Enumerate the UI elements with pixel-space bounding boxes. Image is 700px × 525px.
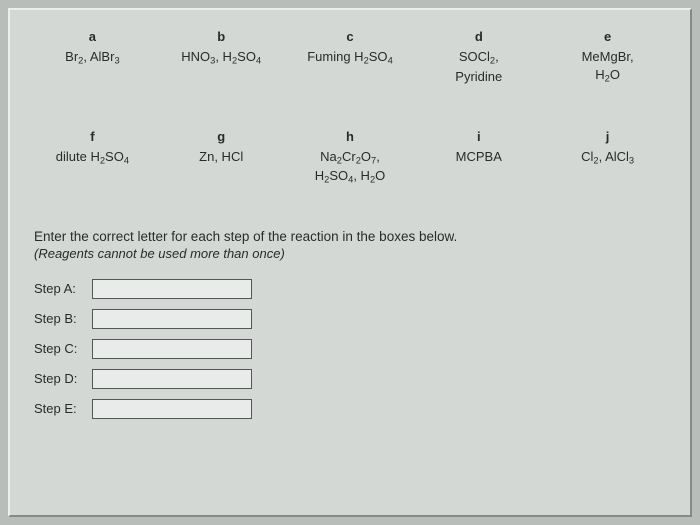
reagent-letter: d: [420, 28, 537, 46]
reagent-letter: j: [549, 128, 666, 146]
reagent-h: h Na2Cr2O7,H2SO4, H2O: [292, 128, 409, 187]
reagent-f: f dilute H2SO4: [34, 128, 151, 187]
step-label: Step B:: [34, 311, 92, 326]
step-a-input[interactable]: [92, 279, 252, 299]
question-panel: a Br2, AlBr3 b HNO3, H2SO4 c Fuming H2SO…: [8, 8, 692, 517]
step-c-input[interactable]: [92, 339, 252, 359]
reagent-j: j Cl2, AlCl3: [549, 128, 666, 187]
step-label: Step A:: [34, 281, 92, 296]
step-label: Step E:: [34, 401, 92, 416]
reagent-formula: MeMgBr,H2O: [582, 49, 634, 82]
reagent-a: a Br2, AlBr3: [34, 28, 151, 86]
reagent-formula: Na2Cr2O7,H2SO4, H2O: [315, 149, 386, 183]
reagent-letter: b: [163, 28, 280, 46]
step-d-input[interactable]: [92, 369, 252, 389]
reagent-e: e MeMgBr,H2O: [549, 28, 666, 86]
step-label: Step D:: [34, 371, 92, 386]
reagent-formula: Br2, AlBr3: [65, 49, 119, 64]
reagent-formula: dilute H2SO4: [56, 149, 129, 164]
step-row-c: Step C:: [34, 339, 666, 359]
reagent-letter: f: [34, 128, 151, 146]
reagent-formula: Zn, HCl: [199, 149, 243, 164]
step-row-b: Step B:: [34, 309, 666, 329]
reagent-d: d SOCl2,Pyridine: [420, 28, 537, 86]
reagent-letter: g: [163, 128, 280, 146]
reagent-grid-row2: f dilute H2SO4 g Zn, HCl h Na2Cr2O7,H2SO…: [34, 128, 666, 187]
reagent-g: g Zn, HCl: [163, 128, 280, 187]
reagent-formula: SOCl2,Pyridine: [455, 49, 502, 83]
question-line2: (Reagents cannot be used more than once): [34, 246, 666, 261]
question-line1: Enter the correct letter for each step o…: [34, 229, 666, 244]
reagent-letter: h: [292, 128, 409, 146]
reagent-c: c Fuming H2SO4: [292, 28, 409, 86]
reagent-b: b HNO3, H2SO4: [163, 28, 280, 86]
reagent-letter: c: [292, 28, 409, 46]
step-label: Step C:: [34, 341, 92, 356]
reagent-formula: HNO3, H2SO4: [181, 49, 261, 64]
reagent-formula: Fuming H2SO4: [307, 49, 393, 64]
reagent-letter: i: [420, 128, 537, 146]
step-row-d: Step D:: [34, 369, 666, 389]
reagent-letter: a: [34, 28, 151, 46]
step-row-a: Step A:: [34, 279, 666, 299]
reagent-formula: MCPBA: [456, 149, 502, 164]
reagent-grid-row1: a Br2, AlBr3 b HNO3, H2SO4 c Fuming H2SO…: [34, 28, 666, 86]
reagent-i: i MCPBA: [420, 128, 537, 187]
reagent-letter: e: [549, 28, 666, 46]
reagent-formula: Cl2, AlCl3: [581, 149, 634, 164]
step-b-input[interactable]: [92, 309, 252, 329]
step-e-input[interactable]: [92, 399, 252, 419]
step-row-e: Step E:: [34, 399, 666, 419]
